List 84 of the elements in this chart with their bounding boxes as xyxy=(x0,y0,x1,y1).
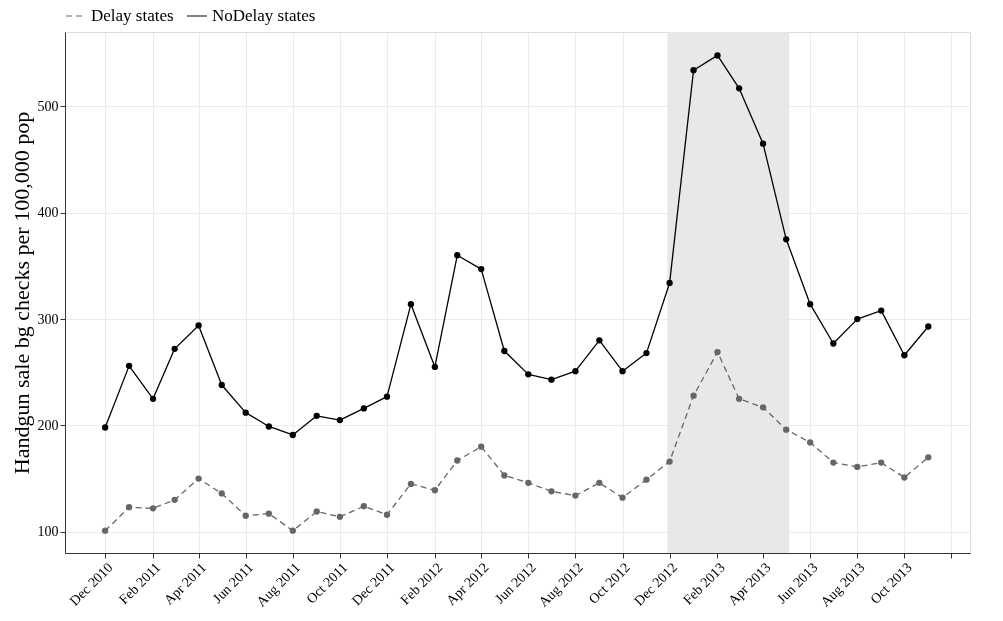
point xyxy=(525,479,532,486)
x-tick-label: Apr 2011 xyxy=(161,559,209,608)
point xyxy=(195,322,202,329)
point xyxy=(619,494,626,501)
point xyxy=(759,404,767,411)
point xyxy=(783,236,790,243)
point xyxy=(336,513,344,520)
point xyxy=(714,52,721,59)
point xyxy=(125,504,133,511)
point xyxy=(171,345,178,353)
y-tick-label: 100 xyxy=(37,524,59,540)
point xyxy=(101,424,109,431)
point xyxy=(431,487,439,494)
point xyxy=(666,458,673,465)
point xyxy=(735,85,743,92)
legend-label: Delay states xyxy=(91,6,174,25)
y-tick-label: 500 xyxy=(37,98,59,114)
x-tick-label: Oct 2011 xyxy=(303,559,351,607)
point xyxy=(407,301,415,308)
point xyxy=(666,279,673,287)
point xyxy=(643,476,650,483)
point xyxy=(501,472,508,479)
point xyxy=(149,395,157,402)
point xyxy=(101,527,109,534)
point xyxy=(854,315,861,323)
point xyxy=(171,496,178,503)
point xyxy=(242,409,249,416)
point xyxy=(548,376,555,383)
point xyxy=(360,503,367,510)
point xyxy=(807,439,814,446)
point xyxy=(643,349,650,357)
point xyxy=(360,405,367,412)
point xyxy=(925,323,932,330)
point xyxy=(383,393,391,400)
x-tick-label: Feb 2011 xyxy=(116,559,164,608)
point xyxy=(807,301,814,308)
point xyxy=(714,348,721,356)
point xyxy=(901,474,908,481)
point xyxy=(925,454,932,461)
point xyxy=(572,368,579,375)
point xyxy=(242,512,249,519)
point xyxy=(218,381,225,389)
point xyxy=(735,395,743,402)
x-tick-label: Dec 2011 xyxy=(348,559,398,609)
point xyxy=(313,508,320,515)
point xyxy=(313,412,320,419)
point xyxy=(407,480,415,488)
legend-label: NoDelay states xyxy=(212,6,316,25)
point xyxy=(383,511,391,518)
point xyxy=(830,340,837,347)
point xyxy=(125,362,133,370)
point xyxy=(289,527,296,534)
point xyxy=(525,371,532,378)
point xyxy=(548,488,555,495)
point xyxy=(454,252,461,259)
point xyxy=(289,431,296,439)
point xyxy=(454,457,461,464)
point xyxy=(195,475,202,482)
point xyxy=(690,392,697,399)
point xyxy=(690,67,697,74)
point xyxy=(149,505,157,512)
point xyxy=(501,347,508,355)
point xyxy=(478,443,485,450)
y-tick-label: 200 xyxy=(37,417,59,433)
point xyxy=(265,423,273,430)
point xyxy=(572,492,579,499)
point xyxy=(854,463,861,471)
y-axis-title: Handgun sale bg checks per 100,000 pop xyxy=(8,111,34,475)
point xyxy=(431,363,439,371)
y-tick-label: 400 xyxy=(37,205,59,221)
point xyxy=(878,459,885,466)
point xyxy=(596,479,603,486)
point xyxy=(783,426,790,433)
point xyxy=(265,510,273,517)
point xyxy=(478,265,485,273)
point xyxy=(336,416,344,424)
point xyxy=(878,307,885,314)
point xyxy=(218,490,225,497)
point xyxy=(596,337,603,344)
point xyxy=(830,459,837,466)
point xyxy=(619,368,626,375)
point xyxy=(759,140,767,147)
point xyxy=(901,352,908,359)
y-tick-label: 300 xyxy=(37,311,59,327)
